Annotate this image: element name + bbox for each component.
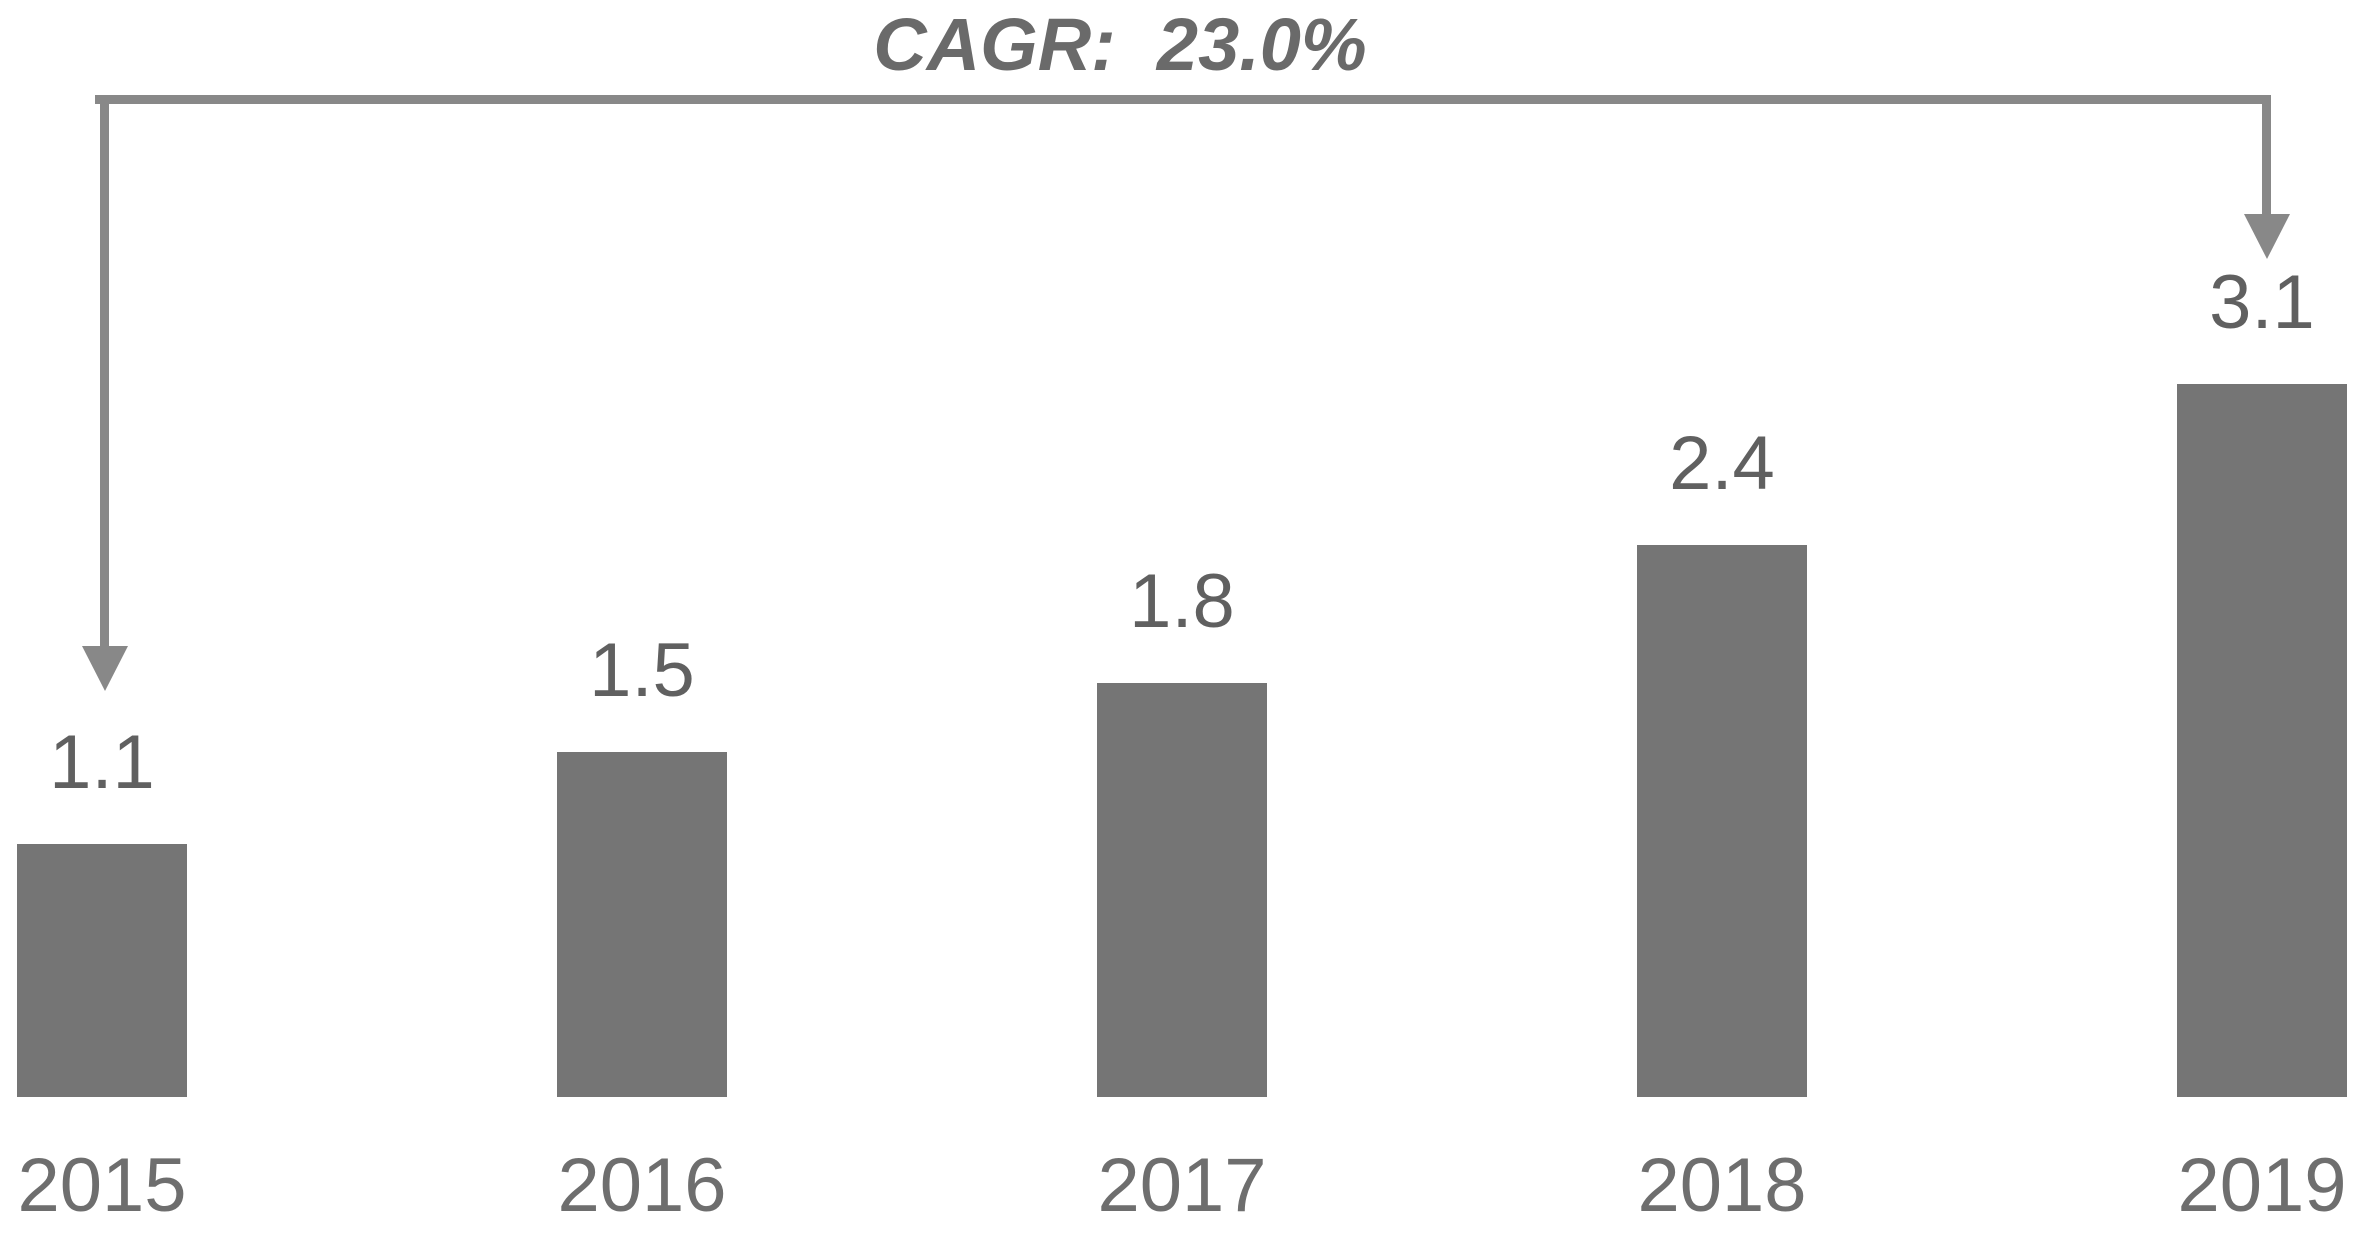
bar-value-label: 2.4 — [1669, 421, 1775, 506]
x-axis-label-2018: 2018 — [1637, 1143, 1807, 1228]
x-axis-label-2017: 2017 — [1097, 1143, 1267, 1228]
cagr-bracket-right-line — [2262, 95, 2271, 216]
arrow-down-left-icon — [82, 646, 128, 691]
bar-2017 — [1097, 683, 1267, 1097]
bar-2015 — [17, 844, 187, 1097]
bar-2016 — [557, 752, 727, 1097]
bar-value-label: 1.1 — [49, 720, 155, 805]
bar-value-label: 1.5 — [589, 628, 695, 713]
x-axis-label-2016: 2016 — [557, 1143, 727, 1228]
cagr-bracket-horizontal-line — [95, 95, 2271, 104]
arrow-down-right-icon — [2244, 214, 2290, 259]
bar-value-label: 1.8 — [1129, 559, 1235, 644]
x-axis-label-2015: 2015 — [17, 1143, 187, 1228]
cagr-annotation-label: CAGR: 23.0% — [873, 3, 1367, 86]
bar-value-label: 3.1 — [2209, 260, 2315, 345]
x-axis-label-2019: 2019 — [2177, 1143, 2347, 1228]
bar-2019 — [2177, 384, 2347, 1097]
bar-2018 — [1637, 545, 1807, 1097]
cagr-bracket-left-line — [100, 95, 109, 648]
